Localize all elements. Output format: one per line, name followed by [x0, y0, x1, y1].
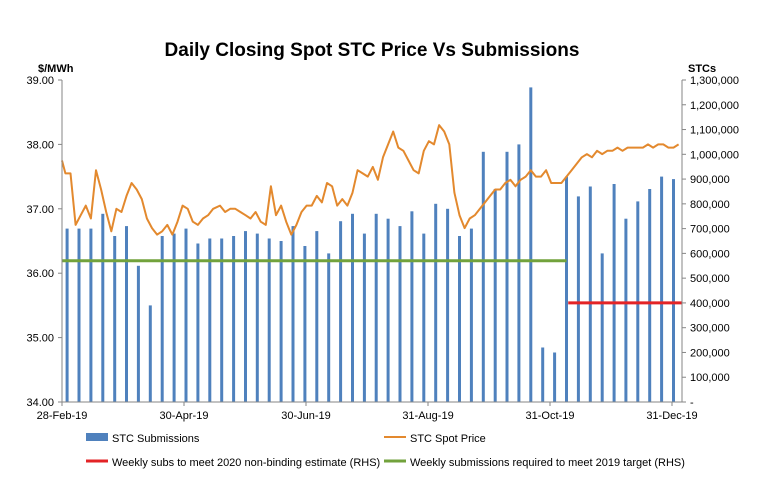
submission-bar [125, 226, 128, 402]
submission-bar [565, 176, 568, 402]
submission-bar [553, 352, 557, 402]
right-tick-label: - [690, 397, 694, 409]
right-tick-label: 1,100,000 [690, 125, 739, 137]
legend-label: STC Spot Price [410, 433, 486, 445]
submission-bar [65, 228, 69, 402]
right-tick-label: 800,000 [690, 199, 730, 211]
submission-bar [172, 233, 176, 402]
left-tick-label: 38.00 [26, 139, 54, 151]
left-axis-ticks: 39.00 38.00 37.00 36.00 35.00 34.00 [26, 75, 62, 409]
right-tick-label: 400,000 [690, 298, 730, 310]
target-lines [62, 259, 682, 305]
submission-bar [660, 176, 664, 402]
legend: STC Submissions STC Spot Price Weekly subs… [86, 433, 685, 469]
submission-bar [351, 213, 354, 402]
right-tick-label: 900,000 [690, 174, 730, 186]
x-axis-ticks: 28-Feb-19 30-Apr-19 30-Jun-19 31-Aug-19 31-O… [37, 402, 698, 422]
submission-bar [410, 211, 414, 402]
x-tick-label: 31-Aug-19 [402, 410, 453, 422]
submission-bar [279, 241, 283, 402]
submission-bar [244, 231, 247, 402]
submission-bar [89, 228, 93, 402]
legend-label: Weekly submissions required to meet 2019… [410, 457, 685, 469]
submission-bar [469, 228, 473, 402]
submission-bar [541, 347, 545, 402]
submission-bar [422, 233, 426, 402]
right-axis-title: STCs [688, 63, 716, 75]
submission-bar [588, 186, 592, 402]
submission-bar [576, 196, 580, 402]
legend-label: Weekly subs to meet 2020 non-binding est… [112, 457, 380, 469]
submission-bar [148, 305, 152, 402]
submission-bar [208, 238, 212, 402]
submission-bar [458, 236, 461, 402]
submission-bar [624, 218, 628, 402]
right-tick-label: 600,000 [690, 248, 730, 260]
submission-bar [362, 233, 366, 402]
submission-bar [303, 246, 307, 402]
submission-bar [672, 179, 675, 402]
submission-bar [446, 208, 450, 402]
submission-bar [315, 231, 319, 402]
submission-bar [434, 203, 438, 402]
submission-bar [481, 151, 485, 402]
x-tick-label: 30-Apr-19 [160, 410, 209, 422]
submission-bar [493, 189, 497, 402]
submission-bar [77, 228, 81, 402]
submission-bar [267, 238, 271, 402]
submission-bar [160, 236, 164, 402]
submission-bar [648, 189, 652, 402]
submission-bar [184, 228, 188, 402]
submission-bar [600, 253, 604, 402]
right-axis-ticks: 1,300,000 1,200,000 1,100,000 1,000,000 900,… [682, 75, 739, 409]
submission-bar [612, 184, 616, 402]
legend-label: STC Submissions [112, 433, 200, 445]
spot-price-line-group [61, 124, 680, 236]
right-tick-label: 300,000 [690, 323, 730, 335]
spot-price-line [61, 124, 680, 236]
x-tick-label: 31-Dec-19 [646, 410, 697, 422]
submission-bar [196, 243, 200, 402]
right-tick-label: 1,300,000 [690, 75, 739, 87]
submission-bar [339, 221, 343, 402]
left-tick-label: 34.00 [26, 397, 54, 409]
submission-bar [386, 218, 390, 402]
submission-bar [529, 87, 533, 403]
x-tick-label: 28-Feb-19 [37, 410, 88, 422]
submission-bar [374, 213, 378, 402]
submission-bar [232, 236, 236, 402]
left-tick-label: 35.00 [26, 333, 54, 345]
left-tick-label: 39.00 [26, 75, 54, 87]
left-tick-label: 37.00 [26, 204, 54, 216]
submission-bar [255, 233, 259, 402]
right-tick-label: 1,200,000 [690, 100, 739, 112]
submission-bar [517, 144, 521, 402]
submission-bar [101, 213, 105, 402]
submission-bar [398, 226, 402, 402]
right-tick-label: 200,000 [690, 347, 730, 359]
submission-bars [65, 87, 675, 403]
left-tick-label: 36.00 [26, 268, 54, 280]
right-tick-label: 500,000 [690, 273, 730, 285]
x-tick-label: 31-Oct-19 [526, 410, 575, 422]
right-tick-label: 1,000,000 [690, 149, 739, 161]
submission-bar [327, 253, 331, 402]
submission-bar [136, 265, 140, 402]
chart-title: Daily Closing Spot STC Price Vs Submissi… [165, 40, 580, 61]
submission-bar [505, 151, 509, 402]
legend-swatch [86, 433, 108, 441]
x-tick-label: 30-Jun-19 [281, 410, 331, 422]
submission-bar [113, 236, 117, 402]
right-tick-label: 700,000 [690, 224, 730, 236]
left-axis-title: $/MWh [38, 63, 74, 75]
right-tick-label: 100,000 [690, 372, 730, 384]
submission-bar [220, 238, 224, 402]
submission-bar [291, 226, 295, 402]
